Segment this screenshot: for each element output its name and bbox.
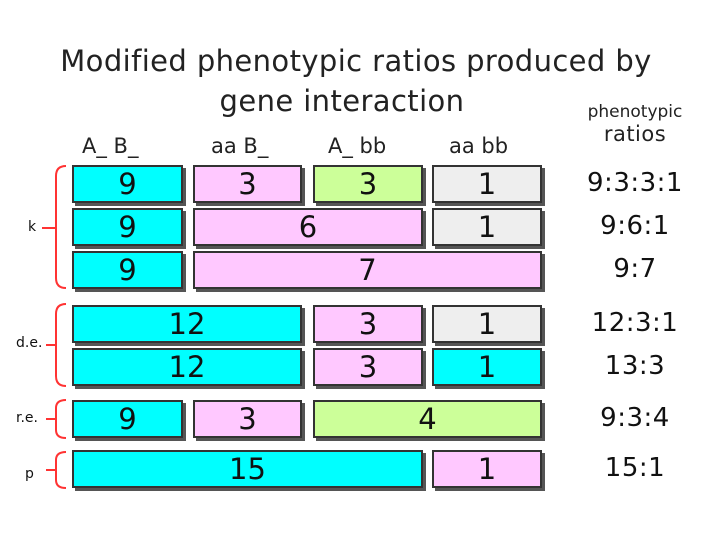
- row-6-cell-bb: 4: [313, 400, 542, 438]
- row-2-cell-aa-bb: 1: [432, 208, 542, 246]
- row-1-cell-aa-B: 3: [193, 165, 302, 203]
- row-7-cell-aa-bb: 1: [432, 450, 542, 488]
- row-3-cell-A-B: 9: [72, 251, 183, 289]
- group-label-k: k: [28, 219, 37, 235]
- row-2-cell-A-B: 9: [72, 208, 183, 246]
- row-5-cell-aa-bb: 1: [432, 348, 542, 386]
- row-5-cell-AB-aaB: 12: [72, 348, 302, 386]
- column-header-aa-bb: aa bb: [449, 134, 509, 158]
- row-1-cell-A-B: 9: [72, 165, 183, 203]
- column-header-A-B: A_ B_: [82, 134, 139, 158]
- diagram-title-line-1: Modified phenotypic ratios produced by: [60, 44, 652, 78]
- row-1-cell-A-bb: 3: [313, 165, 423, 203]
- row-3-ratio: 9:7: [613, 254, 657, 284]
- bracket-re: [55, 399, 67, 439]
- row-6-cell-A-B: 9: [72, 400, 183, 438]
- ratios-header-line-2: ratios: [603, 122, 667, 146]
- row-7-ratio: 15:1: [604, 453, 666, 483]
- group-label-re: r.e.: [16, 410, 38, 426]
- row-5-cell-A-bb: 3: [313, 348, 423, 386]
- column-header-A-bb: A_ bb: [328, 134, 387, 158]
- row-2-ratio: 9:6:1: [600, 211, 670, 241]
- group-label-de: d.e.: [16, 335, 43, 351]
- row-6-ratio: 9:3:4: [600, 403, 670, 433]
- row-4-ratio: 12:3:1: [591, 308, 679, 338]
- row-1-cell-aa-bb: 1: [432, 165, 542, 203]
- row-4-cell-aa-bb: 1: [432, 305, 542, 343]
- row-7-cell-dominant: 15: [72, 450, 423, 488]
- row-4-cell-AB-aaB: 12: [72, 305, 302, 343]
- ratios-header: phenotypic ratios: [560, 104, 710, 145]
- row-1-ratio: 9:3:3:1: [587, 168, 683, 198]
- bracket-k: [55, 165, 67, 289]
- group-label-p: p: [25, 466, 34, 482]
- row-6-cell-aa-B: 3: [193, 400, 302, 438]
- bracket-p: [55, 451, 67, 489]
- row-5-ratio: 13:3: [604, 351, 666, 381]
- row-3-cell-rest: 7: [193, 251, 542, 289]
- diagram-title-line-2: gene interaction: [219, 84, 465, 118]
- ratios-header-line-1: phenotypic: [587, 102, 683, 122]
- row-4-cell-A-bb: 3: [313, 305, 423, 343]
- bracket-de: [55, 303, 67, 387]
- column-header-aa-B: aa B_: [211, 134, 269, 158]
- row-2-cell-aaB-Abb: 6: [193, 208, 423, 246]
